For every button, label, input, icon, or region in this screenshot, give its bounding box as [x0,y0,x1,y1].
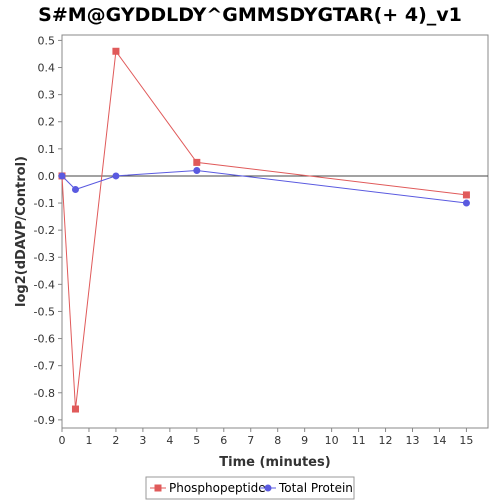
legend-marker [154,484,162,492]
x-axis: 0 1 2 3 4 5 6 7 8 9 10 11 12 13 14 15 [59,427,488,447]
data-point [193,158,201,166]
data-point [112,47,120,55]
y-tick-label: -0.7 [34,360,55,373]
y-tick-label: 0.5 [38,34,56,47]
y-tick-label: -0.4 [34,278,55,291]
data-point [462,199,470,207]
x-tick-label: 10 [325,434,339,447]
chart-title: S#M@GYDDLDY^GMMSDYGTAR(+ 4)_v1 [38,4,462,26]
x-tick-label: 1 [85,434,92,447]
x-tick-label: 0 [59,434,66,447]
y-tick-label: -0.1 [34,197,55,210]
legend-label: Phosphopeptide [169,481,266,495]
y-tick-label: 0.1 [38,143,56,156]
x-tick-label: 9 [301,434,308,447]
y-tick-label: 0.3 [38,89,56,102]
x-tick-label: 5 [193,434,200,447]
x-tick-label: 8 [274,434,281,447]
x-tick-label: 13 [406,434,420,447]
legend-item-phosphopeptide: Phosphopeptide [150,481,266,495]
plot-area [61,34,489,429]
data-point [112,172,120,180]
legend: Phosphopeptide Total Protein [145,476,355,500]
x-tick-label: 7 [247,434,254,447]
legend-box [145,476,355,500]
series-group [58,47,470,413]
legend-marker [264,484,272,492]
x-axis-title: Time (minutes) [219,455,330,470]
x-tick-label: 12 [379,434,393,447]
series-total-protein [58,167,470,207]
y-axis-title: log2(dDAVP/Control) [14,156,29,307]
data-point [462,191,470,199]
y-tick-label: 0.0 [38,170,56,183]
data-point [193,167,201,175]
y-tick-label: -0.2 [34,224,55,237]
x-tick-label: 3 [139,434,146,447]
data-point [71,405,79,413]
y-axis: 0.5 0.4 0.3 0.2 0.1 0.0 -0.1 -0.2 -0.3 -0.4 -0.5 -0… [34,34,63,428]
y-tick-label: 0.4 [38,62,56,75]
legend-item-total-protein: Total Protein [260,481,353,495]
x-tick-label: 2 [112,434,119,447]
x-tick-label: 15 [459,434,473,447]
y-tick-label: 0.2 [38,116,56,129]
x-tick-label: 11 [352,434,366,447]
y-tick-label: -0.6 [34,333,55,346]
data-point [71,185,79,193]
x-tick-label: 4 [166,434,173,447]
y-tick-label: -0.8 [34,387,55,400]
x-tick-label: 14 [432,434,446,447]
y-tick-label: -0.3 [34,251,55,264]
data-point [58,172,66,180]
legend-label: Total Protein [278,481,353,495]
y-tick-label: -0.9 [34,414,55,427]
x-tick-label: 6 [220,434,227,447]
y-tick-label: -0.5 [34,305,55,318]
